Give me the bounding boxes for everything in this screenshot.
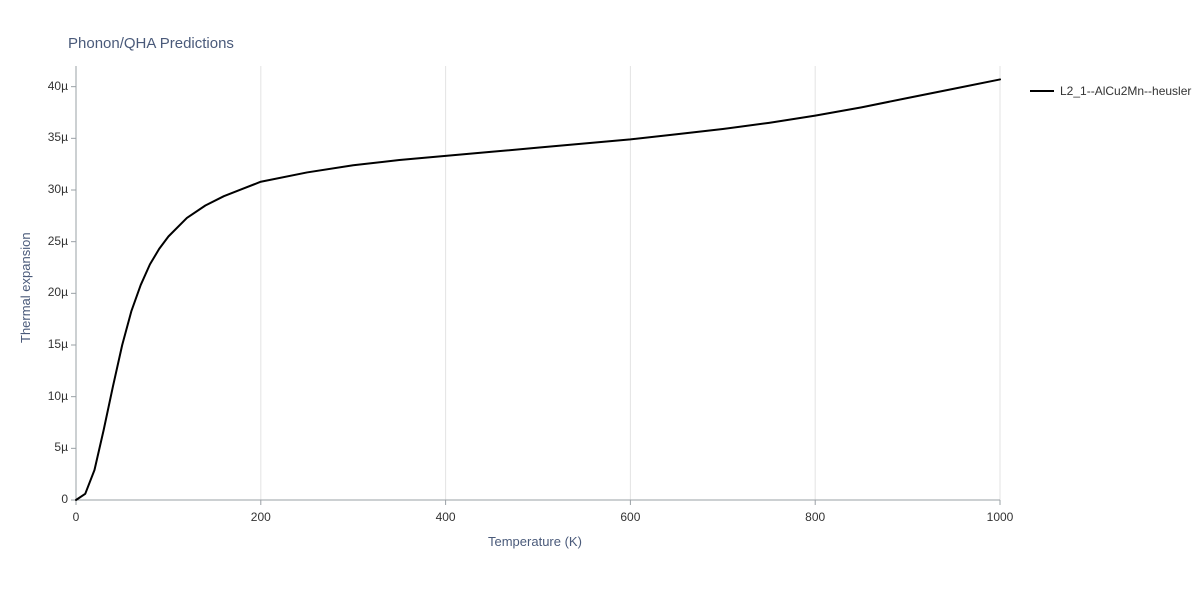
y-tick-label: 0	[28, 492, 68, 506]
legend-series-label: L2_1--AlCu2Mn--heusler	[1060, 84, 1191, 98]
legend-line-icon	[1030, 90, 1054, 92]
y-tick-label: 5µ	[28, 440, 68, 454]
y-tick-label: 10µ	[28, 389, 68, 403]
x-tick-label: 1000	[985, 510, 1015, 524]
y-tick-label: 30µ	[28, 182, 68, 196]
y-tick-label: 35µ	[28, 130, 68, 144]
chart-plot-area[interactable]	[0, 0, 1200, 600]
chart-container: Phonon/QHA Predictions Thermal expansion…	[0, 0, 1200, 600]
x-tick-label: 200	[246, 510, 276, 524]
y-tick-label: 40µ	[28, 79, 68, 93]
x-tick-label: 400	[431, 510, 461, 524]
y-tick-label: 15µ	[28, 337, 68, 351]
legend[interactable]: L2_1--AlCu2Mn--heusler	[1030, 84, 1191, 98]
y-tick-label: 20µ	[28, 285, 68, 299]
x-tick-label: 800	[800, 510, 830, 524]
x-tick-label: 600	[615, 510, 645, 524]
y-tick-label: 25µ	[28, 234, 68, 248]
x-tick-label: 0	[61, 510, 91, 524]
